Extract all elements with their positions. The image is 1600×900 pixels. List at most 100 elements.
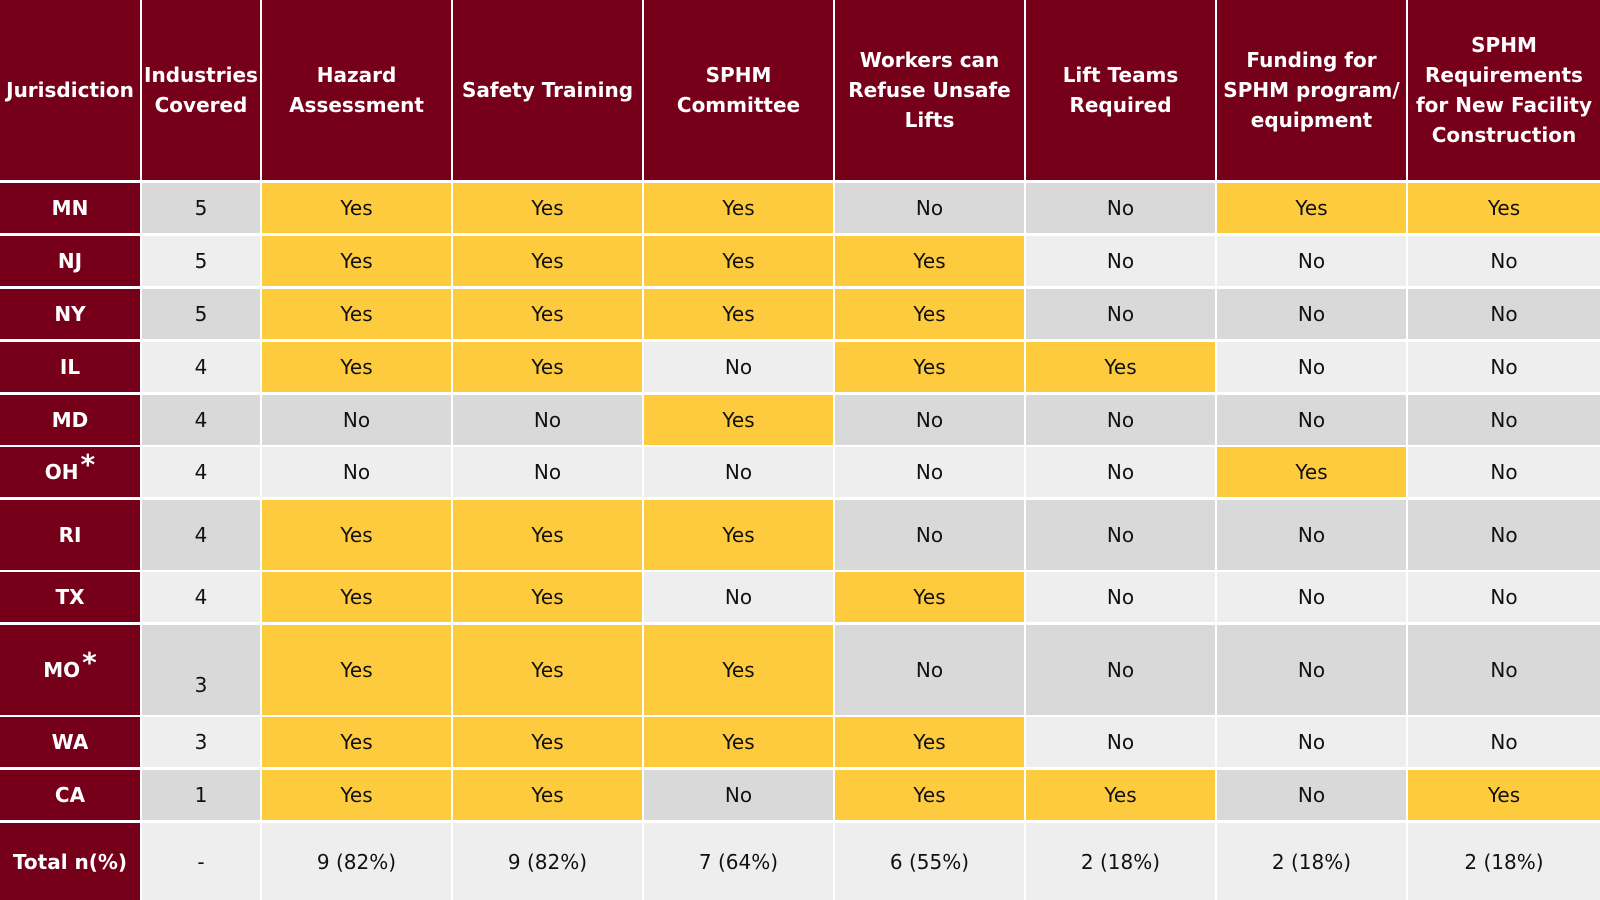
hazard-assessment-cell: Yes — [262, 500, 451, 570]
header-funding-for-sphm-program-equipment: Funding for SPHM program/ equipment — [1217, 0, 1406, 180]
safety-training-cell-text: Yes — [531, 302, 564, 326]
lift-teams-required-cell: No — [1026, 625, 1215, 715]
total-workers-can-refuse-unsafe-lifts-cell: 6 (55%) — [835, 823, 1024, 900]
jurisdiction-cell-text: OH — [44, 460, 79, 484]
sphm-requirements-for-new-facility-construction-cell-text: No — [1490, 658, 1518, 682]
hazard-assessment-cell: Yes — [262, 236, 451, 286]
funding-for-sphm-program-equipment-cell: No — [1217, 500, 1406, 570]
lift-teams-required-cell-text: No — [1106, 730, 1135, 754]
header-hazard-assessment: Hazard Assessment — [262, 0, 451, 180]
total-sphm-committee-cell: 7 (64%) — [644, 823, 833, 900]
workers-can-refuse-unsafe-lifts-cell-text: No — [915, 523, 944, 547]
workers-can-refuse-unsafe-lifts-cell-text: Yes — [913, 730, 946, 754]
industries-covered-cell: 5 — [142, 289, 260, 339]
lift-teams-required-cell: No — [1026, 236, 1215, 286]
hazard-assessment-cell-text: Yes — [340, 523, 373, 547]
jurisdiction-cell: MD — [0, 395, 140, 445]
jurisdiction-cell-text: TX — [55, 585, 85, 609]
hazard-assessment-cell-text: Yes — [340, 730, 373, 754]
lift-teams-required-cell-text: No — [1106, 460, 1135, 484]
total-hazard-assessment-cell-text: 9 (82%) — [316, 849, 397, 874]
workers-can-refuse-unsafe-lifts-cell-text: Yes — [913, 783, 946, 807]
jurisdiction-cell-text: MO — [43, 658, 81, 682]
industries-covered-cell-text: 5 — [194, 249, 208, 273]
industries-covered-cell: 5 — [142, 183, 260, 233]
workers-can-refuse-unsafe-lifts-cell: No — [835, 500, 1024, 570]
jurisdiction-cell-text: RI — [58, 523, 82, 547]
hazard-assessment-cell: Yes — [262, 572, 451, 622]
hazard-assessment-cell: Yes — [262, 289, 451, 339]
hazard-assessment-cell: Yes — [262, 342, 451, 392]
workers-can-refuse-unsafe-lifts-cell-text: No — [915, 196, 944, 220]
funding-for-sphm-program-equipment-cell-text: No — [1297, 355, 1326, 379]
sphm-requirements-for-new-facility-construction-cell: Yes — [1408, 183, 1600, 233]
safety-training-cell: No — [453, 447, 642, 497]
funding-for-sphm-program-equipment-cell: No — [1217, 395, 1406, 445]
workers-can-refuse-unsafe-lifts-cell: Yes — [835, 289, 1024, 339]
header-jurisdiction-text: Jurisdiction — [6, 78, 134, 102]
total-sphm-requirements-for-new-facility-construction-cell-text: 2 (18%) — [1464, 849, 1544, 874]
lift-teams-required-cell-text: Yes — [1104, 355, 1137, 379]
industries-covered-cell-text: 4 — [194, 408, 208, 432]
total-hazard-assessment-cell: 9 (82%) — [262, 823, 451, 900]
hazard-assessment-cell: Yes — [262, 625, 451, 715]
lift-teams-required-cell-text: No — [1106, 658, 1135, 682]
sphm-committee-cell-text: No — [724, 355, 753, 379]
jurisdiction-cell: MN — [0, 183, 140, 233]
header-workers-can-refuse-unsafe-lifts: Workers can Refuse Unsafe Lifts — [835, 0, 1024, 180]
industries-covered-cell-text: 3 — [194, 673, 208, 697]
total-workers-can-refuse-unsafe-lifts-cell-text: 6 (55%) — [889, 849, 970, 874]
safety-training-cell-text: Yes — [531, 585, 564, 609]
sphm-committee-cell-text: No — [724, 460, 753, 484]
header-lift-teams-required-text: Lift Teams Required — [1062, 63, 1179, 117]
funding-for-sphm-program-equipment-cell-text: Yes — [1295, 196, 1328, 220]
total-label: Total n(%) — [0, 823, 140, 900]
lift-teams-required-cell: No — [1026, 500, 1215, 570]
asterisk-mark: * — [82, 645, 97, 679]
safety-training-cell-text: Yes — [531, 730, 564, 754]
lift-teams-required-cell-text: No — [1106, 302, 1135, 326]
header-jurisdiction: Jurisdiction — [0, 0, 140, 180]
lift-teams-required-cell: Yes — [1026, 342, 1215, 392]
funding-for-sphm-program-equipment-cell: No — [1217, 770, 1406, 820]
funding-for-sphm-program-equipment-cell-text: No — [1297, 585, 1326, 609]
sphm-committee-cell: Yes — [644, 183, 833, 233]
table-row: MN 5 Yes Yes Yes No No Yes Yes — [0, 183, 1600, 233]
total-funding-for-sphm-program-equipment-cell-text: 2 (18%) — [1271, 849, 1352, 874]
workers-can-refuse-unsafe-lifts-cell: Yes — [835, 572, 1024, 622]
lift-teams-required-cell: No — [1026, 183, 1215, 233]
header-sphm-committee: SPHM Committee — [644, 0, 833, 180]
workers-can-refuse-unsafe-lifts-cell-text: No — [915, 658, 944, 682]
industries-covered-cell-text: 4 — [194, 523, 208, 547]
workers-can-refuse-unsafe-lifts-cell: Yes — [835, 717, 1024, 767]
safety-training-cell-text: Yes — [531, 783, 564, 807]
industries-covered-cell: 1 — [142, 770, 260, 820]
workers-can-refuse-unsafe-lifts-cell-text: No — [915, 408, 944, 432]
hazard-assessment-cell-text: Yes — [340, 355, 373, 379]
sphm-requirements-for-new-facility-construction-cell: No — [1408, 289, 1600, 339]
table-row: MO * 3 Yes Yes Yes No No No No — [0, 625, 1600, 715]
industries-covered-cell-text: 4 — [194, 355, 208, 379]
jurisdiction-cell: NY — [0, 289, 140, 339]
safety-training-cell: No — [453, 395, 642, 445]
sphm-requirements-for-new-facility-construction-cell-text: No — [1490, 249, 1518, 273]
table-row: NY 5 Yes Yes Yes Yes No No No — [0, 289, 1600, 339]
workers-can-refuse-unsafe-lifts-cell: Yes — [835, 342, 1024, 392]
lift-teams-required-cell-text: No — [1106, 249, 1135, 273]
sphm-requirements-for-new-facility-construction-cell-text: No — [1490, 355, 1518, 379]
lift-teams-required-cell-text: No — [1106, 585, 1135, 609]
jurisdiction-cell: WA — [0, 717, 140, 767]
total-industries-cell-text: - — [197, 849, 205, 874]
industries-covered-cell-text: 3 — [194, 730, 208, 754]
sphm-committee-cell: Yes — [644, 717, 833, 767]
funding-for-sphm-program-equipment-cell: No — [1217, 342, 1406, 392]
table-row: IL 4 Yes Yes No Yes Yes No No — [0, 342, 1600, 392]
funding-for-sphm-program-equipment-cell: No — [1217, 289, 1406, 339]
table-row: TX 4 Yes Yes No Yes No No No — [0, 572, 1600, 622]
sphm-requirements-for-new-facility-construction-cell: No — [1408, 572, 1600, 622]
sphm-committee-cell-text: Yes — [722, 196, 755, 220]
total-label-text: Total n(%) — [12, 849, 128, 874]
safety-training-cell: Yes — [453, 500, 642, 570]
total-funding-for-sphm-program-equipment-cell: 2 (18%) — [1217, 823, 1406, 900]
lift-teams-required-cell: No — [1026, 572, 1215, 622]
